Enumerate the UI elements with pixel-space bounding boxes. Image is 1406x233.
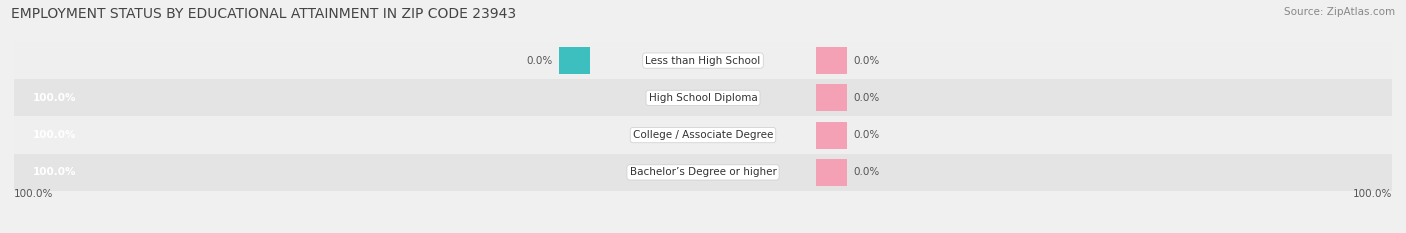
Bar: [0, 122, 14, 149]
Text: 100.0%: 100.0%: [1353, 188, 1392, 199]
Text: EMPLOYMENT STATUS BY EDUCATIONAL ATTAINMENT IN ZIP CODE 23943: EMPLOYMENT STATUS BY EDUCATIONAL ATTAINM…: [11, 7, 516, 21]
Bar: [1392, 159, 1406, 186]
Bar: [815, 122, 846, 149]
Bar: [14, 116, 1392, 154]
Text: 0.0%: 0.0%: [526, 56, 553, 65]
Text: Source: ZipAtlas.com: Source: ZipAtlas.com: [1284, 7, 1395, 17]
Bar: [0, 84, 14, 111]
Text: 100.0%: 100.0%: [32, 168, 76, 177]
Text: 0.0%: 0.0%: [853, 93, 880, 103]
Text: 100.0%: 100.0%: [32, 130, 76, 140]
Bar: [815, 84, 846, 111]
Text: 100.0%: 100.0%: [14, 188, 53, 199]
Bar: [14, 79, 1392, 116]
Bar: [14, 42, 1392, 79]
Bar: [1392, 122, 1406, 149]
Text: 0.0%: 0.0%: [853, 56, 880, 65]
Text: 100.0%: 100.0%: [32, 93, 76, 103]
Bar: [14, 154, 1392, 191]
Bar: [815, 159, 846, 186]
Text: 0.0%: 0.0%: [853, 168, 880, 177]
Bar: [1392, 84, 1406, 111]
Bar: [815, 47, 846, 74]
Text: Less than High School: Less than High School: [645, 56, 761, 65]
Text: College / Associate Degree: College / Associate Degree: [633, 130, 773, 140]
Bar: [0, 159, 14, 186]
Text: Bachelor’s Degree or higher: Bachelor’s Degree or higher: [630, 168, 776, 177]
Text: High School Diploma: High School Diploma: [648, 93, 758, 103]
Bar: [560, 47, 591, 74]
Text: 0.0%: 0.0%: [853, 130, 880, 140]
